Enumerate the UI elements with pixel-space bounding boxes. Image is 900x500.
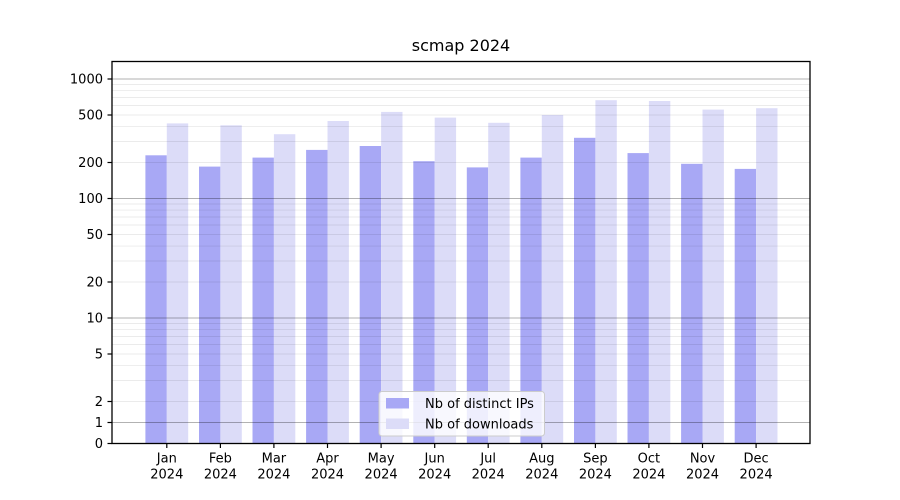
x-tick-label-year: 2024 bbox=[418, 468, 451, 483]
x-tick-label-year: 2024 bbox=[579, 468, 612, 483]
bar-aug-downloads bbox=[541, 115, 564, 444]
x-tick-label-month: Mar bbox=[262, 452, 287, 467]
x-tick-label-year: 2024 bbox=[204, 468, 237, 483]
x-tick-label-month: Dec bbox=[744, 452, 769, 467]
bar-jun-downloads bbox=[434, 117, 457, 444]
bar-nov-downloads bbox=[702, 109, 724, 444]
bar-apr-downloads bbox=[327, 121, 349, 444]
bar-jul-distinct-ips bbox=[466, 167, 489, 444]
legend-swatch-distinct-ips bbox=[386, 398, 409, 409]
x-tick-label-month: Oct bbox=[638, 452, 660, 467]
y-tick-label: 5 bbox=[95, 348, 103, 363]
x-tick-label-month: Sep bbox=[583, 452, 608, 467]
x-tick-label-month: Jul bbox=[479, 452, 496, 467]
bar-sep-distinct-ips bbox=[574, 137, 596, 444]
plot-border bbox=[111, 60, 811, 445]
bar-may-downloads bbox=[381, 111, 403, 444]
bar-feb-distinct-ips bbox=[199, 166, 221, 444]
x-tick-label-year: 2024 bbox=[150, 468, 183, 483]
gridlines-layer bbox=[112, 78, 810, 423]
y-tick-label: 2 bbox=[95, 395, 103, 410]
bar-may-distinct-ips bbox=[359, 146, 382, 444]
x-tick-label-year: 2024 bbox=[472, 468, 505, 483]
axes-layer bbox=[111, 60, 811, 445]
legend-label-distinct-ips: Nb of distinct IPs bbox=[425, 397, 534, 412]
y-tick-label: 100 bbox=[78, 192, 103, 207]
legend-swatch-downloads bbox=[386, 418, 409, 429]
y-tick-label: 200 bbox=[78, 156, 103, 171]
legend: Nb of distinct IPs Nb of downloads bbox=[378, 391, 545, 437]
bar-jun-distinct-ips bbox=[413, 161, 435, 444]
x-tick-label-month: Jun bbox=[424, 452, 445, 467]
y-tick-label: 0 bbox=[95, 437, 103, 452]
x-tick-label-year: 2024 bbox=[686, 468, 719, 483]
bar-oct-downloads bbox=[648, 101, 671, 444]
y-tick-label: 500 bbox=[78, 109, 103, 124]
x-tick-label-year: 2024 bbox=[311, 468, 344, 483]
ticks-layer: 01251020501002005001000Jan2024Feb2024Mar… bbox=[70, 73, 773, 483]
x-tick-label-month: May bbox=[368, 452, 395, 467]
bar-dec-distinct-ips bbox=[734, 168, 757, 444]
y-tick-label: 1000 bbox=[70, 73, 103, 88]
y-tick-label: 10 bbox=[86, 312, 103, 327]
bar-nov-distinct-ips bbox=[681, 163, 703, 444]
x-tick-label-year: 2024 bbox=[365, 468, 398, 483]
y-tick-label: 50 bbox=[86, 228, 103, 243]
x-tick-label-year: 2024 bbox=[740, 468, 773, 483]
bar-mar-downloads bbox=[273, 134, 296, 444]
bar-sep-downloads bbox=[595, 100, 617, 444]
bar-jan-distinct-ips bbox=[145, 155, 167, 444]
chart-title: scmap 2024 bbox=[412, 36, 510, 55]
bar-oct-distinct-ips bbox=[627, 153, 649, 444]
bars-layer bbox=[145, 100, 778, 444]
x-tick-label-year: 2024 bbox=[632, 468, 665, 483]
x-tick-label-month: Jan bbox=[156, 452, 177, 467]
x-tick-label-month: Feb bbox=[209, 452, 232, 467]
y-tick-label: 1 bbox=[95, 416, 103, 431]
x-tick-label-year: 2024 bbox=[525, 468, 558, 483]
x-tick-label-year: 2024 bbox=[257, 468, 290, 483]
y-tick-label: 20 bbox=[86, 276, 103, 291]
bar-apr-distinct-ips bbox=[306, 149, 328, 444]
bar-dec-downloads bbox=[756, 108, 778, 444]
bar-feb-downloads bbox=[220, 125, 242, 444]
x-tick-label-month: Aug bbox=[529, 452, 554, 467]
x-tick-label-month: Apr bbox=[316, 452, 339, 467]
bar-mar-distinct-ips bbox=[252, 157, 274, 444]
bar-jan-downloads bbox=[166, 123, 189, 444]
legend-box bbox=[378, 391, 545, 437]
x-tick-label-month: Nov bbox=[690, 452, 716, 467]
bar-aug-distinct-ips bbox=[520, 157, 542, 444]
legend-label-downloads: Nb of downloads bbox=[425, 418, 534, 433]
bar-jul-downloads bbox=[488, 122, 510, 444]
